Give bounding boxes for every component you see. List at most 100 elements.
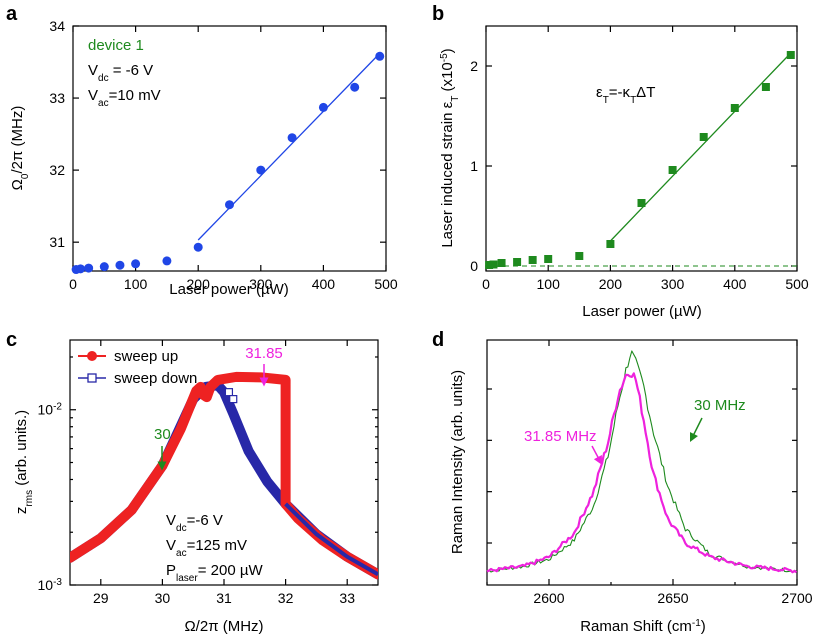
panel-b-point	[489, 260, 498, 269]
panel-a-point	[287, 133, 297, 143]
panel-d-ylabel: Raman Intensity (arb. units)	[449, 370, 466, 554]
panel-b-point	[699, 133, 708, 141]
panel-b-ylabel: Laser induced strain εT (x10-5)	[439, 48, 461, 247]
panel-d: d 2600 2650 2700 Raman Shift (cm-1) Raman …	[432, 329, 813, 635]
panel-c-legend: sweep up sweep down	[78, 348, 197, 387]
panel-a-ylabel: Ω0/2π (MHz)	[9, 106, 31, 191]
panel-b-xtick-label: 0	[482, 276, 490, 292]
legend-sweep-up-label: sweep up	[114, 348, 178, 365]
panel-b-point	[513, 258, 522, 266]
panel-a-point	[375, 51, 385, 61]
panel-c-ticks: 29 30 31 32 33 10-3 10-2	[38, 340, 378, 606]
panel-c-arrow-3185-label: 31.85	[245, 345, 283, 362]
panel-a-point	[115, 260, 125, 270]
panel-c-plaser: Plaser= 200 µW	[166, 562, 263, 584]
panel-a-xtick-label: 100	[124, 276, 148, 292]
panel-a-point	[76, 264, 86, 274]
panel-a-xtick-label: 500	[374, 276, 398, 292]
panel-d-arrow-3185	[591, 445, 603, 465]
panel-a-point	[350, 82, 360, 92]
panel-b-frame	[485, 25, 798, 272]
panel-c-vdc: Vdc=-6 V	[166, 512, 223, 534]
panel-c-sweep-down-tail	[284, 502, 378, 577]
panel-c: c 29 30 31 32 33 10-3 10-2 Ω/2π (MHz) zrms (ar…	[6, 329, 379, 635]
panel-b-point	[485, 261, 494, 269]
panel-b-xlabel: Laser power (µW)	[582, 303, 702, 320]
panel-a-ticks: 0 100 200 300 400 500 31 32 33 34	[49, 18, 397, 292]
panel-d-frame	[486, 339, 798, 586]
panel-b-point	[528, 256, 537, 264]
panel-c-sweep-down-marker	[229, 395, 238, 404]
panel-c-xtick-label: 33	[339, 590, 355, 606]
panel-a: a 0 100 200 300 400 500 31 32 33 34 Laser power (…	[6, 3, 398, 298]
panel-d-curves	[486, 350, 798, 574]
panel-a-frame	[72, 25, 387, 272]
panel-a-xlabel: Laser power (µW)	[169, 281, 289, 298]
panel-b: b 0 100 200 300 400 500 0 1 2 Laser power (µW) L…	[432, 3, 809, 320]
panel-d-xtick-label: 2650	[657, 590, 688, 606]
panel-c-xtick-label: 31	[216, 590, 232, 606]
panel-a-point	[225, 200, 234, 210]
panel-b-point	[730, 104, 739, 112]
panel-b-xtick-label: 200	[599, 276, 623, 292]
panel-b-point	[497, 259, 506, 267]
panel-d-xlabel: Raman Shift (cm-1)	[580, 618, 706, 636]
panel-a-ytick-label: 34	[49, 18, 65, 34]
panel-a-xtick-label: 200	[187, 276, 211, 292]
panel-c-label: c	[6, 329, 17, 351]
panel-c-ytick-label: 10-2	[38, 401, 63, 418]
panel-a-fit	[197, 52, 381, 241]
panel-a-points	[71, 51, 385, 275]
panel-c-vac: Vac=125 mV	[166, 537, 247, 559]
panel-a-point	[99, 262, 109, 272]
panel-a-label: a	[6, 3, 18, 25]
legend-sweep-up-marker	[87, 351, 97, 361]
panel-a-ytick-label: 33	[49, 90, 65, 106]
panel-c-ytick-label: 10-3	[38, 577, 63, 594]
panel-a-point	[318, 102, 328, 112]
panel-b-fit-line	[486, 52, 797, 267]
panel-a-point	[131, 259, 141, 269]
panel-d-label-30: 30 MHz	[694, 397, 746, 414]
legend-sweep-down-label: sweep down	[114, 370, 197, 387]
panel-d-label-3185: 31.85 MHz	[524, 428, 597, 445]
panel-b-fit	[609, 52, 792, 242]
panel-a-xtick-label: 0	[69, 276, 77, 292]
panel-b-point	[637, 199, 646, 207]
panel-b-point	[761, 83, 770, 91]
panel-d-curve-30	[486, 350, 797, 573]
panel-a-fit-line	[197, 52, 381, 241]
panel-b-point	[786, 51, 795, 59]
panel-c-sweep-down-marker	[224, 388, 234, 397]
panel-b-xtick-label: 500	[785, 276, 809, 292]
panel-a-point	[162, 256, 172, 266]
panel-a-xtick-label: 400	[312, 276, 336, 292]
panel-a-point	[84, 263, 94, 273]
panel-b-point	[575, 252, 584, 260]
panel-b-ytick-label: 2	[470, 58, 478, 74]
panel-c-xtick-label: 29	[93, 590, 109, 606]
panel-a-ytick-label: 31	[49, 234, 65, 250]
panel-a-vdc: Vdc = -6 V	[88, 62, 153, 84]
panel-c-xtick-label: 32	[278, 590, 294, 606]
panel-b-ytick-label: 0	[470, 258, 478, 274]
legend-sweep-down-marker	[87, 373, 97, 383]
panel-d-arrow-30	[689, 417, 703, 443]
panel-d-label: d	[432, 329, 444, 351]
panel-d-curve-3185	[486, 372, 798, 574]
panel-a-point	[193, 242, 203, 252]
panel-a-xtick-label: 300	[249, 276, 273, 292]
panel-b-xtick-label: 400	[723, 276, 747, 292]
panel-c-xlabel: Ω/2π (MHz)	[184, 618, 263, 635]
panel-b-label: b	[432, 3, 444, 25]
panel-a-vac: Vac=10 mV	[88, 87, 161, 109]
panel-d-xtick-label: 2600	[533, 590, 564, 606]
panel-c-arrow-30-label: 30	[154, 426, 171, 443]
panel-b-point	[544, 255, 553, 263]
panel-d-ticks: 2600 2650 2700	[486, 340, 813, 606]
panel-a-point	[256, 165, 266, 175]
panel-b-xtick-label: 100	[537, 276, 561, 292]
panel-b-equation: εT=-κTΔT	[596, 84, 655, 106]
panel-c-xtick-label: 30	[155, 590, 171, 606]
